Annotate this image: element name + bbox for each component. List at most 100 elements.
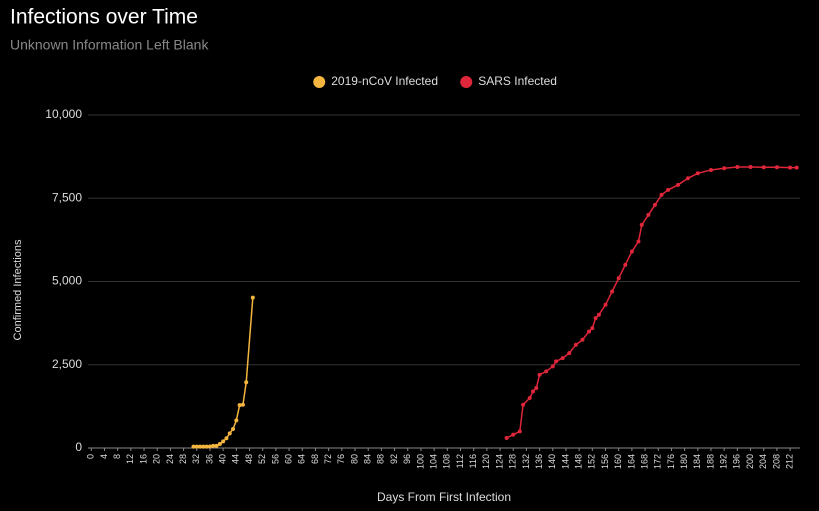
point [676,182,681,187]
point [504,436,509,441]
x-tick-label: 76 [336,454,346,464]
x-tick-label: 120 [481,454,491,469]
point [573,342,578,347]
point [221,439,226,444]
point [652,202,657,207]
y-tick-label: 5,000 [52,274,82,288]
x-tick-label: 44 [231,454,241,464]
x-tick-label: 28 [178,454,188,464]
point [544,369,549,374]
point [537,372,542,377]
x-tick-label: 24 [165,454,175,464]
point [774,165,779,170]
x-tick-label: 196 [732,454,742,469]
point [587,329,592,334]
legend-marker [313,76,326,88]
x-tick-label: 48 [244,454,254,464]
point [685,176,690,181]
point [191,444,196,449]
x-tick-label: 56 [270,454,280,464]
x-tick-label: 36 [204,454,214,464]
x-tick-label: 172 [653,454,663,469]
point [722,166,727,171]
point [207,444,212,449]
y-tick-label: 2,500 [52,357,82,371]
point [794,165,799,170]
x-tick-label: 64 [297,454,307,464]
y-tick-label: 0 [75,440,82,454]
chart-title: Infections over Time [10,6,198,29]
point [610,289,615,294]
point [695,171,700,176]
point [735,164,740,169]
x-tick-label: 192 [719,454,729,469]
x-tick-label: 80 [349,454,359,464]
x-tick-label: 72 [323,454,333,464]
chart-subtitle: Unknown Information Left Blank [10,37,209,53]
point [211,443,216,448]
x-tick-label: 40 [218,454,228,464]
point [629,249,634,254]
x-tick-label: 4 [99,454,109,459]
point [666,187,671,192]
point [659,192,664,197]
x-tick-label: 168 [639,454,649,469]
point [748,164,753,169]
x-tick-label: 184 [692,454,702,469]
point [204,444,209,449]
legend-label: 2019-nCoV Infected [331,74,438,88]
point [709,167,713,172]
point [240,402,245,407]
x-axis-label: Days From First Infection [377,490,511,504]
x-tick-label: 136 [534,454,544,469]
x-tick-label: 88 [376,454,386,464]
point [646,212,651,217]
x-tick-label: 164 [626,454,636,469]
point [596,312,601,317]
legend-label: SARS Infected [478,74,557,88]
point [554,359,559,364]
x-tick-label: 148 [574,454,584,469]
series-line [193,297,254,448]
point [527,396,532,401]
x-tick-label: 100 [415,454,425,469]
point [201,444,206,449]
x-tick-label: 132 [521,454,531,469]
point [560,356,565,361]
x-tick-label: 52 [257,454,267,464]
x-tick-label: 8 [112,454,122,459]
point [567,351,572,356]
point [511,432,516,437]
point [237,403,242,408]
point [580,337,585,342]
point [550,364,555,369]
y-tick-label: 7,500 [52,190,82,204]
x-tick-label: 32 [191,454,201,464]
x-tick-label: 200 [745,454,755,469]
point [234,418,239,423]
x-tick-label: 212 [784,454,794,469]
x-tick-label: 204 [758,454,768,469]
x-tick-label: 96 [402,454,412,464]
point [517,429,522,434]
x-tick-label: 188 [705,454,715,469]
y-axis-label: Confirmed Infections [12,239,24,340]
x-tick-label: 92 [389,454,399,464]
x-tick-label: 108 [442,454,452,469]
point [217,441,222,446]
point [593,316,598,321]
x-tick-label: 144 [560,454,570,469]
x-tick-label: 20 [152,454,162,464]
point [224,436,229,441]
point [194,444,199,449]
x-tick-label: 16 [138,454,148,464]
point [531,389,535,394]
x-tick-label: 140 [547,454,557,469]
point [250,295,255,300]
x-tick-label: 208 [771,454,781,469]
legend-marker [460,76,473,88]
point [231,426,236,431]
point [521,402,526,407]
x-tick-label: 176 [666,454,676,469]
